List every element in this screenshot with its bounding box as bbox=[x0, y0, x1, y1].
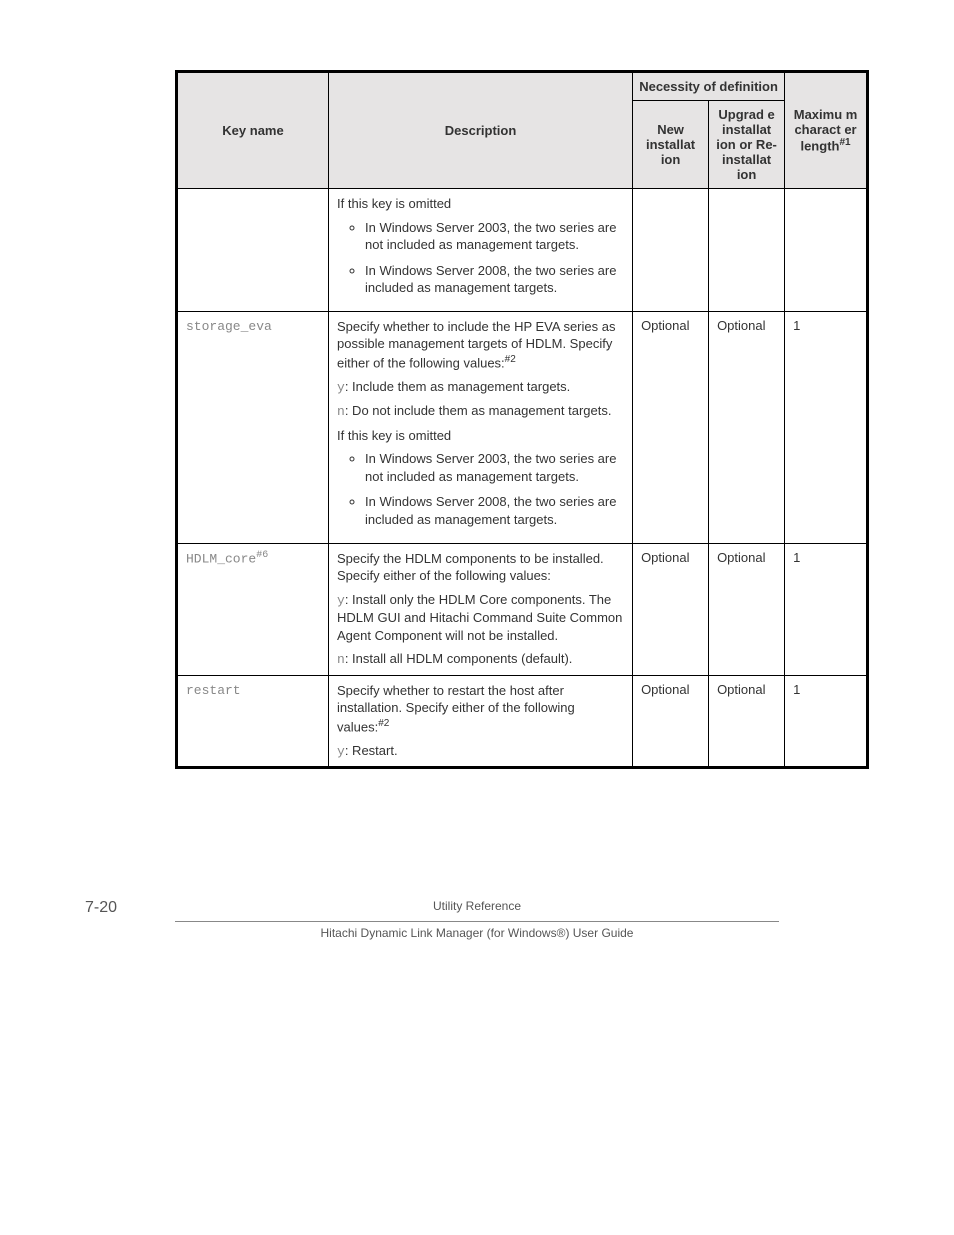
cell-key: storage_eva bbox=[177, 311, 329, 543]
header-new-install: New installat ion bbox=[633, 101, 709, 189]
cell-new bbox=[633, 189, 709, 312]
table-row: restart Specify whether to restart the h… bbox=[177, 675, 868, 768]
cell-description: Specify the HDLM components to be instal… bbox=[329, 543, 633, 675]
table-row: If this key is omitted In Windows Server… bbox=[177, 189, 868, 312]
cell-new: Optional bbox=[633, 543, 709, 675]
header-description: Description bbox=[329, 72, 633, 189]
cell-upgrade: Optional bbox=[709, 543, 785, 675]
cell-new: Optional bbox=[633, 675, 709, 768]
cell-description: If this key is omitted In Windows Server… bbox=[329, 189, 633, 312]
cell-key bbox=[177, 189, 329, 312]
cell-max: 1 bbox=[785, 675, 868, 768]
table-row: storage_eva Specify whether to include t… bbox=[177, 311, 868, 543]
cell-upgrade: Optional bbox=[709, 675, 785, 768]
footer-subtitle: Hitachi Dynamic Link Manager (for Window… bbox=[0, 926, 954, 940]
cell-description: Specify whether to restart the host afte… bbox=[329, 675, 633, 768]
header-key-name: Key name bbox=[177, 72, 329, 189]
header-max: Maximu m charact er length#1 bbox=[785, 72, 868, 189]
cell-max: 1 bbox=[785, 311, 868, 543]
cell-max bbox=[785, 189, 868, 312]
cell-description: Specify whether to include the HP EVA se… bbox=[329, 311, 633, 543]
header-necessity: Necessity of definition bbox=[633, 72, 785, 101]
cell-upgrade bbox=[709, 189, 785, 312]
definition-table: Key name Description Necessity of defini… bbox=[175, 70, 869, 769]
cell-max: 1 bbox=[785, 543, 868, 675]
page-footer: 7-20 Utility Reference Hitachi Dynamic L… bbox=[0, 899, 954, 940]
cell-key: restart bbox=[177, 675, 329, 768]
cell-key: HDLM_core#6 bbox=[177, 543, 329, 675]
header-upgrade: Upgrad e installat ion or Re-installat i… bbox=[709, 101, 785, 189]
cell-new: Optional bbox=[633, 311, 709, 543]
cell-upgrade: Optional bbox=[709, 311, 785, 543]
table-row: HDLM_core#6 Specify the HDLM components … bbox=[177, 543, 868, 675]
footer-title: Utility Reference bbox=[175, 899, 779, 913]
page-number: 7-20 bbox=[0, 899, 175, 917]
